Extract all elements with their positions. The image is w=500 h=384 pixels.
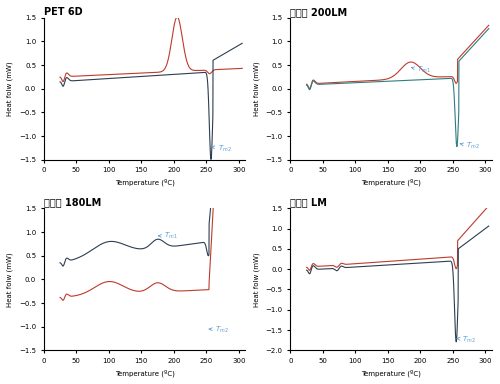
Text: $T_{m2}$: $T_{m2}$ <box>212 144 232 154</box>
X-axis label: Temperature (ºC): Temperature (ºC) <box>361 369 421 377</box>
Y-axis label: Heat folw (mW): Heat folw (mW) <box>7 61 14 116</box>
Text: $T_{m1}$: $T_{m1}$ <box>412 65 431 75</box>
Text: $T_{m2}$: $T_{m2}$ <box>209 324 229 334</box>
Text: 중공사 LM: 중공사 LM <box>290 197 327 208</box>
Text: 단독사 200LM: 단독사 200LM <box>290 7 348 17</box>
Text: $T_{m2}$: $T_{m2}$ <box>456 335 475 346</box>
Y-axis label: Heat folw (mW): Heat folw (mW) <box>254 252 260 307</box>
Text: $T_{m2}$: $T_{m2}$ <box>460 141 479 151</box>
X-axis label: Temperature (ºC): Temperature (ºC) <box>114 369 174 377</box>
Text: 복합사 180LM: 복합사 180LM <box>44 197 101 208</box>
Y-axis label: Heat folw (mW): Heat folw (mW) <box>254 61 260 116</box>
X-axis label: Temperature (ºC): Temperature (ºC) <box>114 179 174 187</box>
Text: $T_{m1}$: $T_{m1}$ <box>158 231 178 242</box>
X-axis label: Temperature (ºC): Temperature (ºC) <box>361 179 421 187</box>
Text: PET 6D: PET 6D <box>44 7 82 17</box>
Y-axis label: Heat folw (mW): Heat folw (mW) <box>7 252 14 307</box>
